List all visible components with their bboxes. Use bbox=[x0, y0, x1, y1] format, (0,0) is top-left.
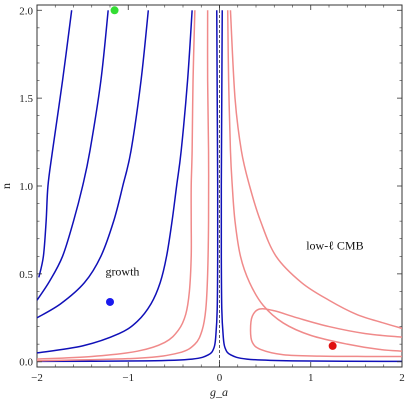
contour-growth-0 bbox=[38, 10, 73, 278]
y-tick-label: 0.0 bbox=[19, 357, 33, 369]
x-tick-label: 2 bbox=[399, 372, 405, 384]
contour-growth-5 bbox=[37, 10, 219, 363]
marker-point-1 bbox=[106, 297, 114, 306]
contour-growth-2 bbox=[37, 10, 150, 319]
y-axis-label: n bbox=[0, 183, 13, 189]
annotation-0: growth bbox=[105, 265, 139, 279]
point-markers bbox=[106, 6, 337, 350]
y-tick-label: 0.5 bbox=[19, 269, 33, 281]
contour-growth-1 bbox=[37, 10, 109, 301]
x-tick-label: −1 bbox=[122, 372, 134, 384]
contour-cmb-7 bbox=[37, 10, 210, 362]
contour-curves bbox=[37, 5, 402, 367]
x-tick-label: 1 bbox=[308, 372, 314, 384]
x-tick-label: 0 bbox=[217, 372, 223, 384]
y-tick-label: 1.5 bbox=[19, 93, 33, 105]
y-tick-label: 2.0 bbox=[19, 5, 33, 17]
contour-cmb-10 bbox=[249, 307, 402, 358]
x-axis-label: g_a bbox=[210, 385, 228, 399]
marker-point-2 bbox=[328, 341, 337, 350]
contour-cmb-6 bbox=[37, 10, 196, 360]
annotations: growth low-ℓ CMB bbox=[105, 238, 363, 278]
y-tick-label: 1.0 bbox=[19, 181, 33, 193]
x-tick-label: −2 bbox=[31, 372, 43, 384]
axis-ticks: −2 −1 0 1 2 0.0 0.5 1.0 1.5 2.0 bbox=[19, 5, 405, 384]
contour-growth-4 bbox=[220, 10, 402, 363]
annotation-1: low-ℓ CMB bbox=[306, 238, 363, 252]
contour-cmb-8 bbox=[229, 10, 402, 330]
contour-growth-3 bbox=[37, 10, 193, 354]
marker-point-0 bbox=[110, 6, 119, 15]
contour-cmb-9 bbox=[226, 10, 402, 352]
